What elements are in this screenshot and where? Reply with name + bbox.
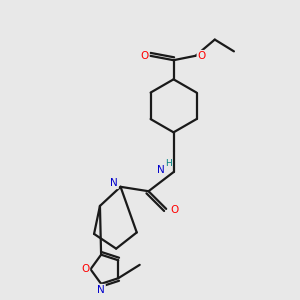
Text: N: N <box>110 178 118 188</box>
Text: O: O <box>197 51 206 61</box>
Text: O: O <box>170 206 178 215</box>
Text: H: H <box>165 159 172 168</box>
Text: O: O <box>81 264 89 274</box>
Text: N: N <box>97 285 105 295</box>
Text: N: N <box>157 165 165 175</box>
Text: O: O <box>141 51 149 61</box>
